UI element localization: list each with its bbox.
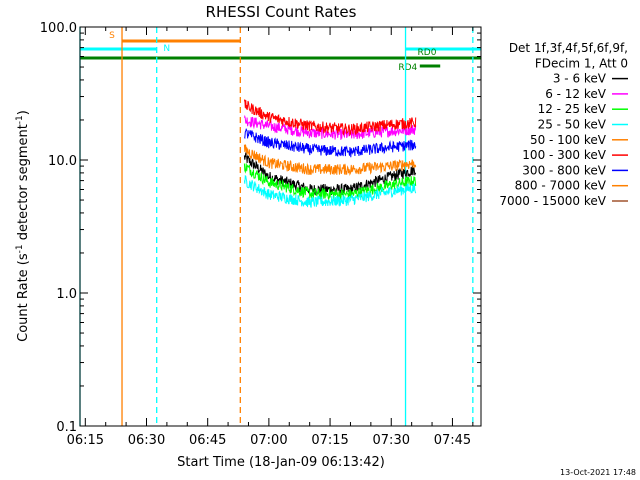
legend-entry: 6 - 12 keV: [545, 87, 607, 101]
footer-timestamp: 13-Oct-2021 17:48: [560, 468, 636, 477]
chart-title: RHESSI Count Rates: [206, 3, 357, 21]
series-line: [243, 163, 417, 201]
legend-header: Det 1f,3f,4f,5f,6f,9f,: [509, 41, 628, 55]
x-axis: 06:15 06:30 06:45 07:00 07:15 07:30 07:45: [67, 27, 474, 448]
x-tick-label: 07:00: [250, 433, 287, 448]
x-tick-label: 06:30: [128, 433, 165, 448]
series-line: [243, 174, 417, 208]
y-tick-label: 1.0: [56, 287, 77, 302]
legend-entry: 12 - 25 keV: [538, 102, 607, 116]
x-tick-label: 06:45: [189, 433, 226, 448]
legend-entry: 100 - 300 keV: [522, 148, 606, 162]
y-tick-label: 10.0: [48, 154, 77, 169]
flag-label: S: [109, 31, 115, 41]
y-axis-label: Count Rate (s-1 detector segment-1): [15, 110, 31, 342]
flag-label: RD4: [398, 63, 417, 73]
y-tick-label: 100.0: [40, 21, 77, 36]
legend-header: FDecim 1, Att 0: [535, 56, 628, 70]
legend-entry: 7000 - 15000 keV: [499, 194, 606, 208]
series-line: [244, 127, 417, 158]
series-line: [243, 114, 417, 140]
series-line: [243, 144, 417, 176]
flag-label: N: [163, 44, 170, 54]
x-tick-label: 07:15: [311, 433, 348, 448]
x-tick-label: 07:45: [434, 433, 471, 448]
legend-entry: 800 - 7000 keV: [515, 179, 607, 193]
x-axis-label: Start Time (18-Jan-09 06:13:42): [177, 455, 385, 470]
x-tick-label: 06:15: [67, 433, 104, 448]
data-series: [243, 99, 417, 208]
y-axis: 0.1 1.0 10.0 100.0: [40, 21, 481, 435]
flag-label: RD0: [418, 48, 437, 58]
legend-entry: 25 - 50 keV: [538, 118, 607, 132]
legend: Det 1f,3f,4f,5f,6f,9f,FDecim 1, Att 0 3 -…: [499, 41, 628, 208]
x-tick-label: 07:30: [373, 433, 410, 448]
legend-entry: 3 - 6 keV: [553, 72, 607, 86]
series-line: [243, 99, 417, 137]
plot-frame: [79, 26, 482, 427]
legend-entry: 50 - 100 keV: [530, 133, 607, 147]
legend-entry: 300 - 800 keV: [522, 163, 606, 177]
y-tick-label: 0.1: [56, 420, 77, 435]
